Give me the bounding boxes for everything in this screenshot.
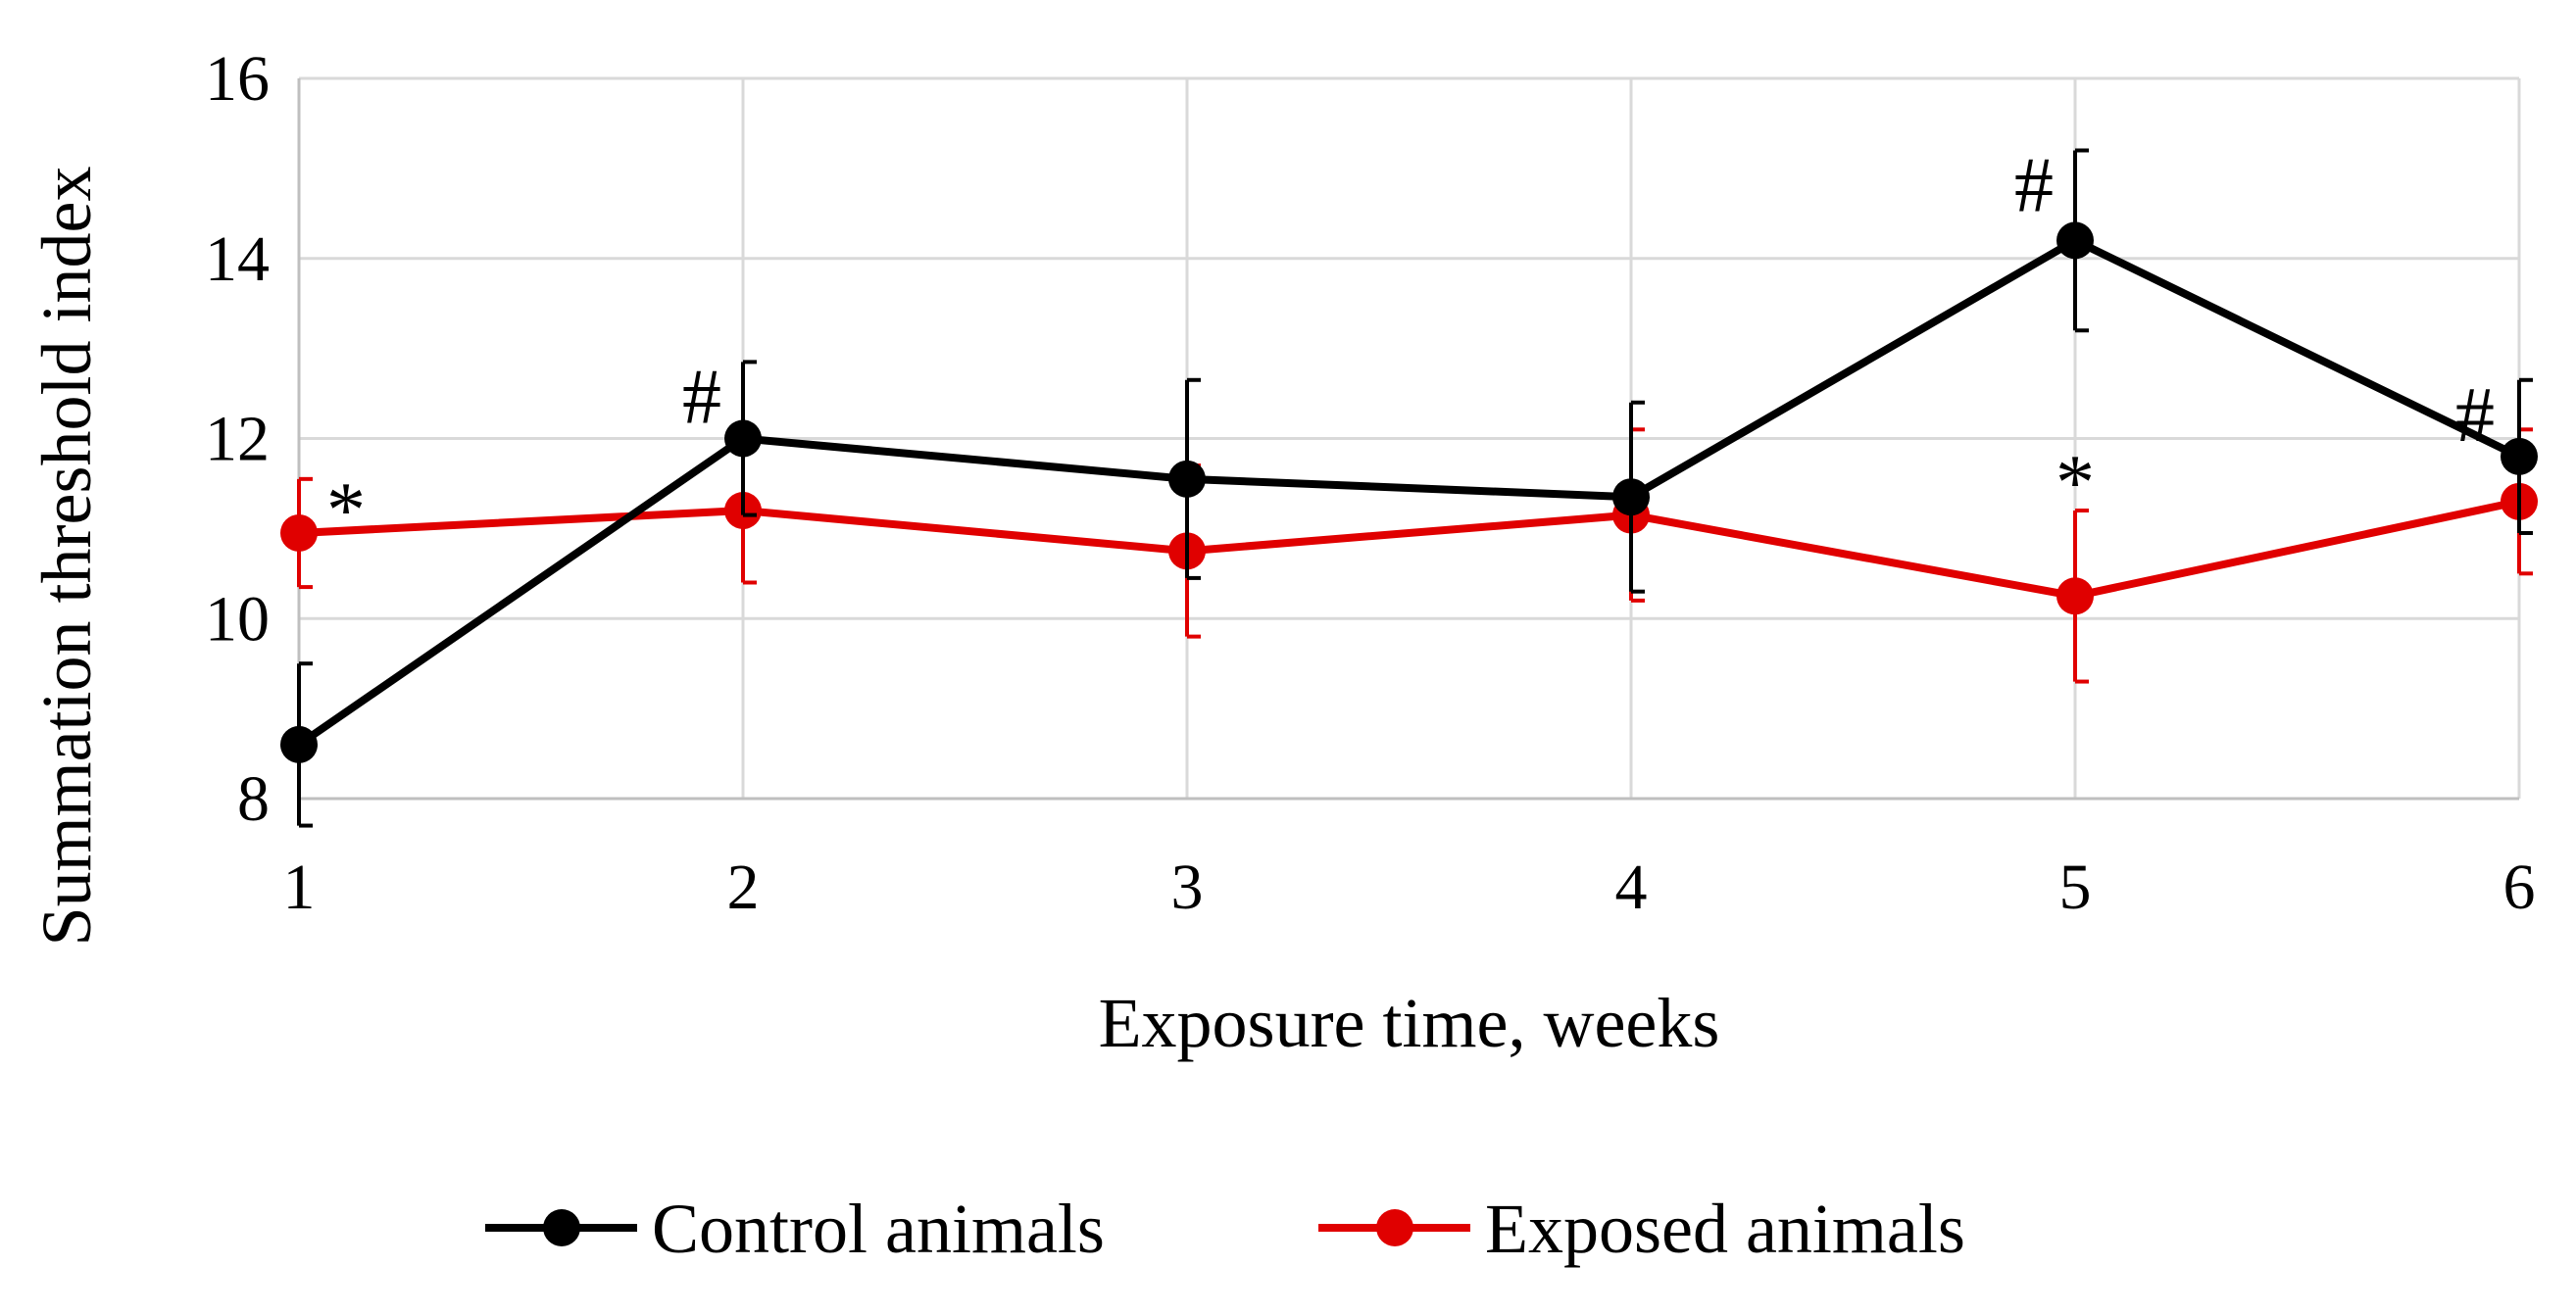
data-point	[280, 513, 318, 552]
legend-marker-exposed	[1376, 1209, 1413, 1246]
data-point	[724, 419, 762, 458]
x-tick-label: 4	[1615, 852, 1648, 923]
significance-asterisk: *	[2056, 440, 2095, 526]
x-tick-label: 1	[283, 852, 316, 923]
series-line	[296, 236, 2521, 749]
y-tick-label: 10	[205, 583, 270, 655]
legend-label-exposed: Exposed animals	[1485, 1190, 1965, 1268]
data-point	[1612, 478, 1650, 516]
data-series	[280, 148, 2538, 828]
legend-entry-control: Control animals	[485, 1190, 1105, 1268]
data-point	[280, 725, 318, 763]
y-axis-title: Summation threshold index	[27, 167, 106, 947]
x-tick-label: 2	[727, 852, 760, 923]
x-axis-title: Exposure time, weeks	[1099, 984, 1720, 1062]
data-point	[1168, 460, 1206, 498]
series-control	[280, 148, 2538, 828]
data-point	[2056, 577, 2094, 615]
data-point	[2056, 221, 2094, 260]
significance-hash: #	[2455, 372, 2495, 459]
y-tick-label: 12	[205, 404, 270, 475]
data-point	[2501, 437, 2538, 475]
series-line	[298, 497, 2520, 601]
significance-asterisk: *	[326, 467, 366, 554]
significance-hash: #	[2014, 143, 2054, 229]
y-tick-label: 8	[237, 763, 270, 835]
legend-entry-exposed: Exposed animals	[1318, 1190, 1965, 1268]
grid-lines	[299, 76, 2521, 799]
y-tick-label: 16	[205, 43, 270, 115]
x-tick-label: 6	[2503, 852, 2536, 923]
y-tick-label: 14	[205, 223, 270, 295]
legend-label-control: Control animals	[652, 1190, 1105, 1268]
legend: Control animals Exposed animals	[485, 1190, 1965, 1268]
significance-hash: #	[682, 354, 721, 440]
x-tick-label: 5	[2059, 852, 2092, 923]
x-tick-label: 3	[1171, 852, 1204, 923]
legend-marker-control	[543, 1209, 580, 1246]
significance-annotations: # # # * *	[326, 143, 2495, 554]
series-exposed	[280, 427, 2538, 684]
